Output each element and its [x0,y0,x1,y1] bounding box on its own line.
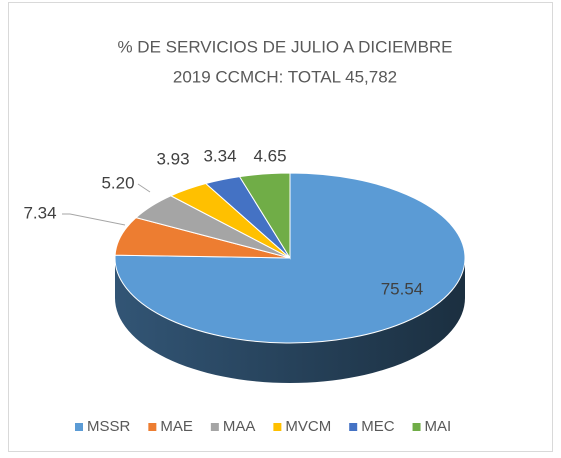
legend-label: MAA [223,418,256,435]
chart-title: 2019 CCMCH: TOTAL 45,782 [173,67,397,86]
legend-swatch [148,423,157,431]
legend-swatch [210,423,219,431]
data-label: 7.34 [23,203,56,222]
legend-label: MEC [361,418,395,435]
legend-label: MVCM [285,418,331,435]
leader-line [62,213,126,226]
data-label: 3.34 [203,146,236,165]
legend-swatch [75,423,83,431]
legend-label: MAI [425,418,452,435]
data-label: 3.93 [156,149,189,168]
legend-swatch [349,423,358,431]
leader-line [137,183,151,193]
legend-swatch [412,423,421,431]
legend-swatch [273,423,282,431]
legend-label: MAE [160,418,193,435]
chart-title: % DE SERVICIOS DE JULIO A DICIEMBRE [117,37,452,56]
data-label: 75.54 [381,279,424,298]
data-label: 5.20 [101,173,134,192]
legend-label: MSSR [87,418,131,435]
data-label: 4.65 [253,146,286,165]
slice-side [115,258,465,383]
slice [238,172,291,260]
